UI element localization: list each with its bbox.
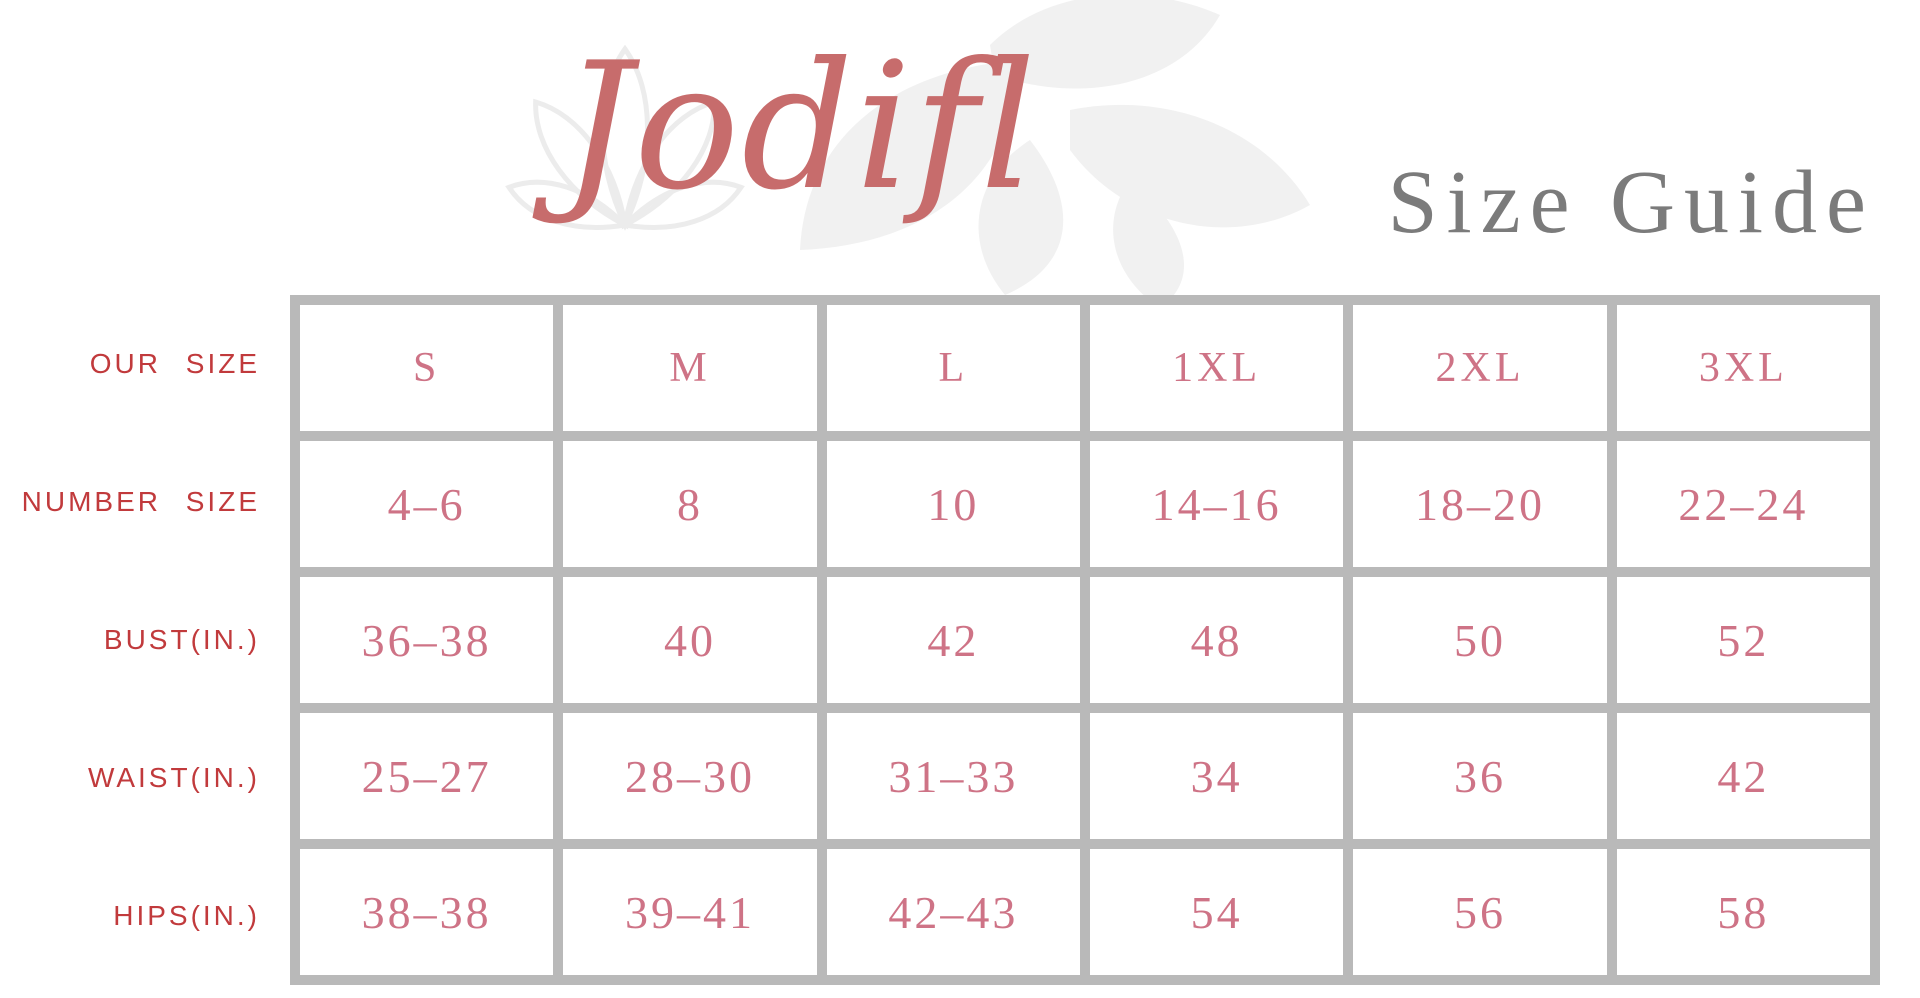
size-header-cell: 1XL xyxy=(1085,300,1349,436)
watermark-lotus-flower-icon xyxy=(505,44,745,231)
waist-cell: 25–27 xyxy=(295,708,559,844)
size-guide-table: S M L 1XL 2XL 3XL 4–6 8 10 14–16 18–20 2… xyxy=(290,295,1880,985)
hips-cell: 56 xyxy=(1348,844,1612,980)
number-size-cell: 18–20 xyxy=(1348,436,1612,572)
waist-cell: 34 xyxy=(1085,708,1349,844)
waist-cell: 42 xyxy=(1611,708,1875,844)
waist-cell: 36 xyxy=(1348,708,1612,844)
bust-cell: 48 xyxy=(1085,572,1349,708)
hips-cell: 38–38 xyxy=(295,844,559,980)
row-label-number-size: NUMBER SIZE xyxy=(21,486,260,517)
row-label-waist: WAIST(IN.) xyxy=(87,762,260,793)
number-size-cell: 10 xyxy=(821,436,1085,572)
size-header-cell: 3XL xyxy=(1611,300,1875,436)
waist-cell: 31–33 xyxy=(821,708,1085,844)
hips-cell: 58 xyxy=(1611,844,1875,980)
number-size-cell: 22–24 xyxy=(1611,436,1875,572)
hips-cell: 42–43 xyxy=(821,844,1085,980)
page-title: Size Guide xyxy=(1387,153,1875,252)
size-header-cell: M xyxy=(558,300,822,436)
row-label-hips: HIPS(IN.) xyxy=(113,900,260,931)
number-size-cell: 14–16 xyxy=(1085,436,1349,572)
brand-logo: Jodifl xyxy=(505,0,1095,292)
row-label-bust: BUST(IN.) xyxy=(103,624,260,655)
number-size-cell: 4–6 xyxy=(295,436,559,572)
size-header-cell: L xyxy=(821,300,1085,436)
number-size-cell: 8 xyxy=(558,436,822,572)
waist-cell: 28–30 xyxy=(558,708,822,844)
watermark-floral-art xyxy=(505,0,1310,308)
row-label-our-size: OUR SIZE xyxy=(89,348,260,379)
size-header-cell: S xyxy=(295,300,559,436)
watermark-leaves-icon xyxy=(800,0,1310,308)
bust-cell: 40 xyxy=(558,572,822,708)
brand-logo-text: Jodifl xyxy=(561,26,1039,229)
bust-cell: 52 xyxy=(1611,572,1875,708)
size-header-cell: 2XL xyxy=(1348,300,1612,436)
bust-cell: 36–38 xyxy=(295,572,559,708)
hips-cell: 54 xyxy=(1085,844,1349,980)
hips-cell: 39–41 xyxy=(558,844,822,980)
size-table-row-labels: OUR SIZE NUMBER SIZE BUST(IN.) WAIST(IN.… xyxy=(21,295,260,985)
bust-cell: 42 xyxy=(821,572,1085,708)
bust-cell: 50 xyxy=(1348,572,1612,708)
